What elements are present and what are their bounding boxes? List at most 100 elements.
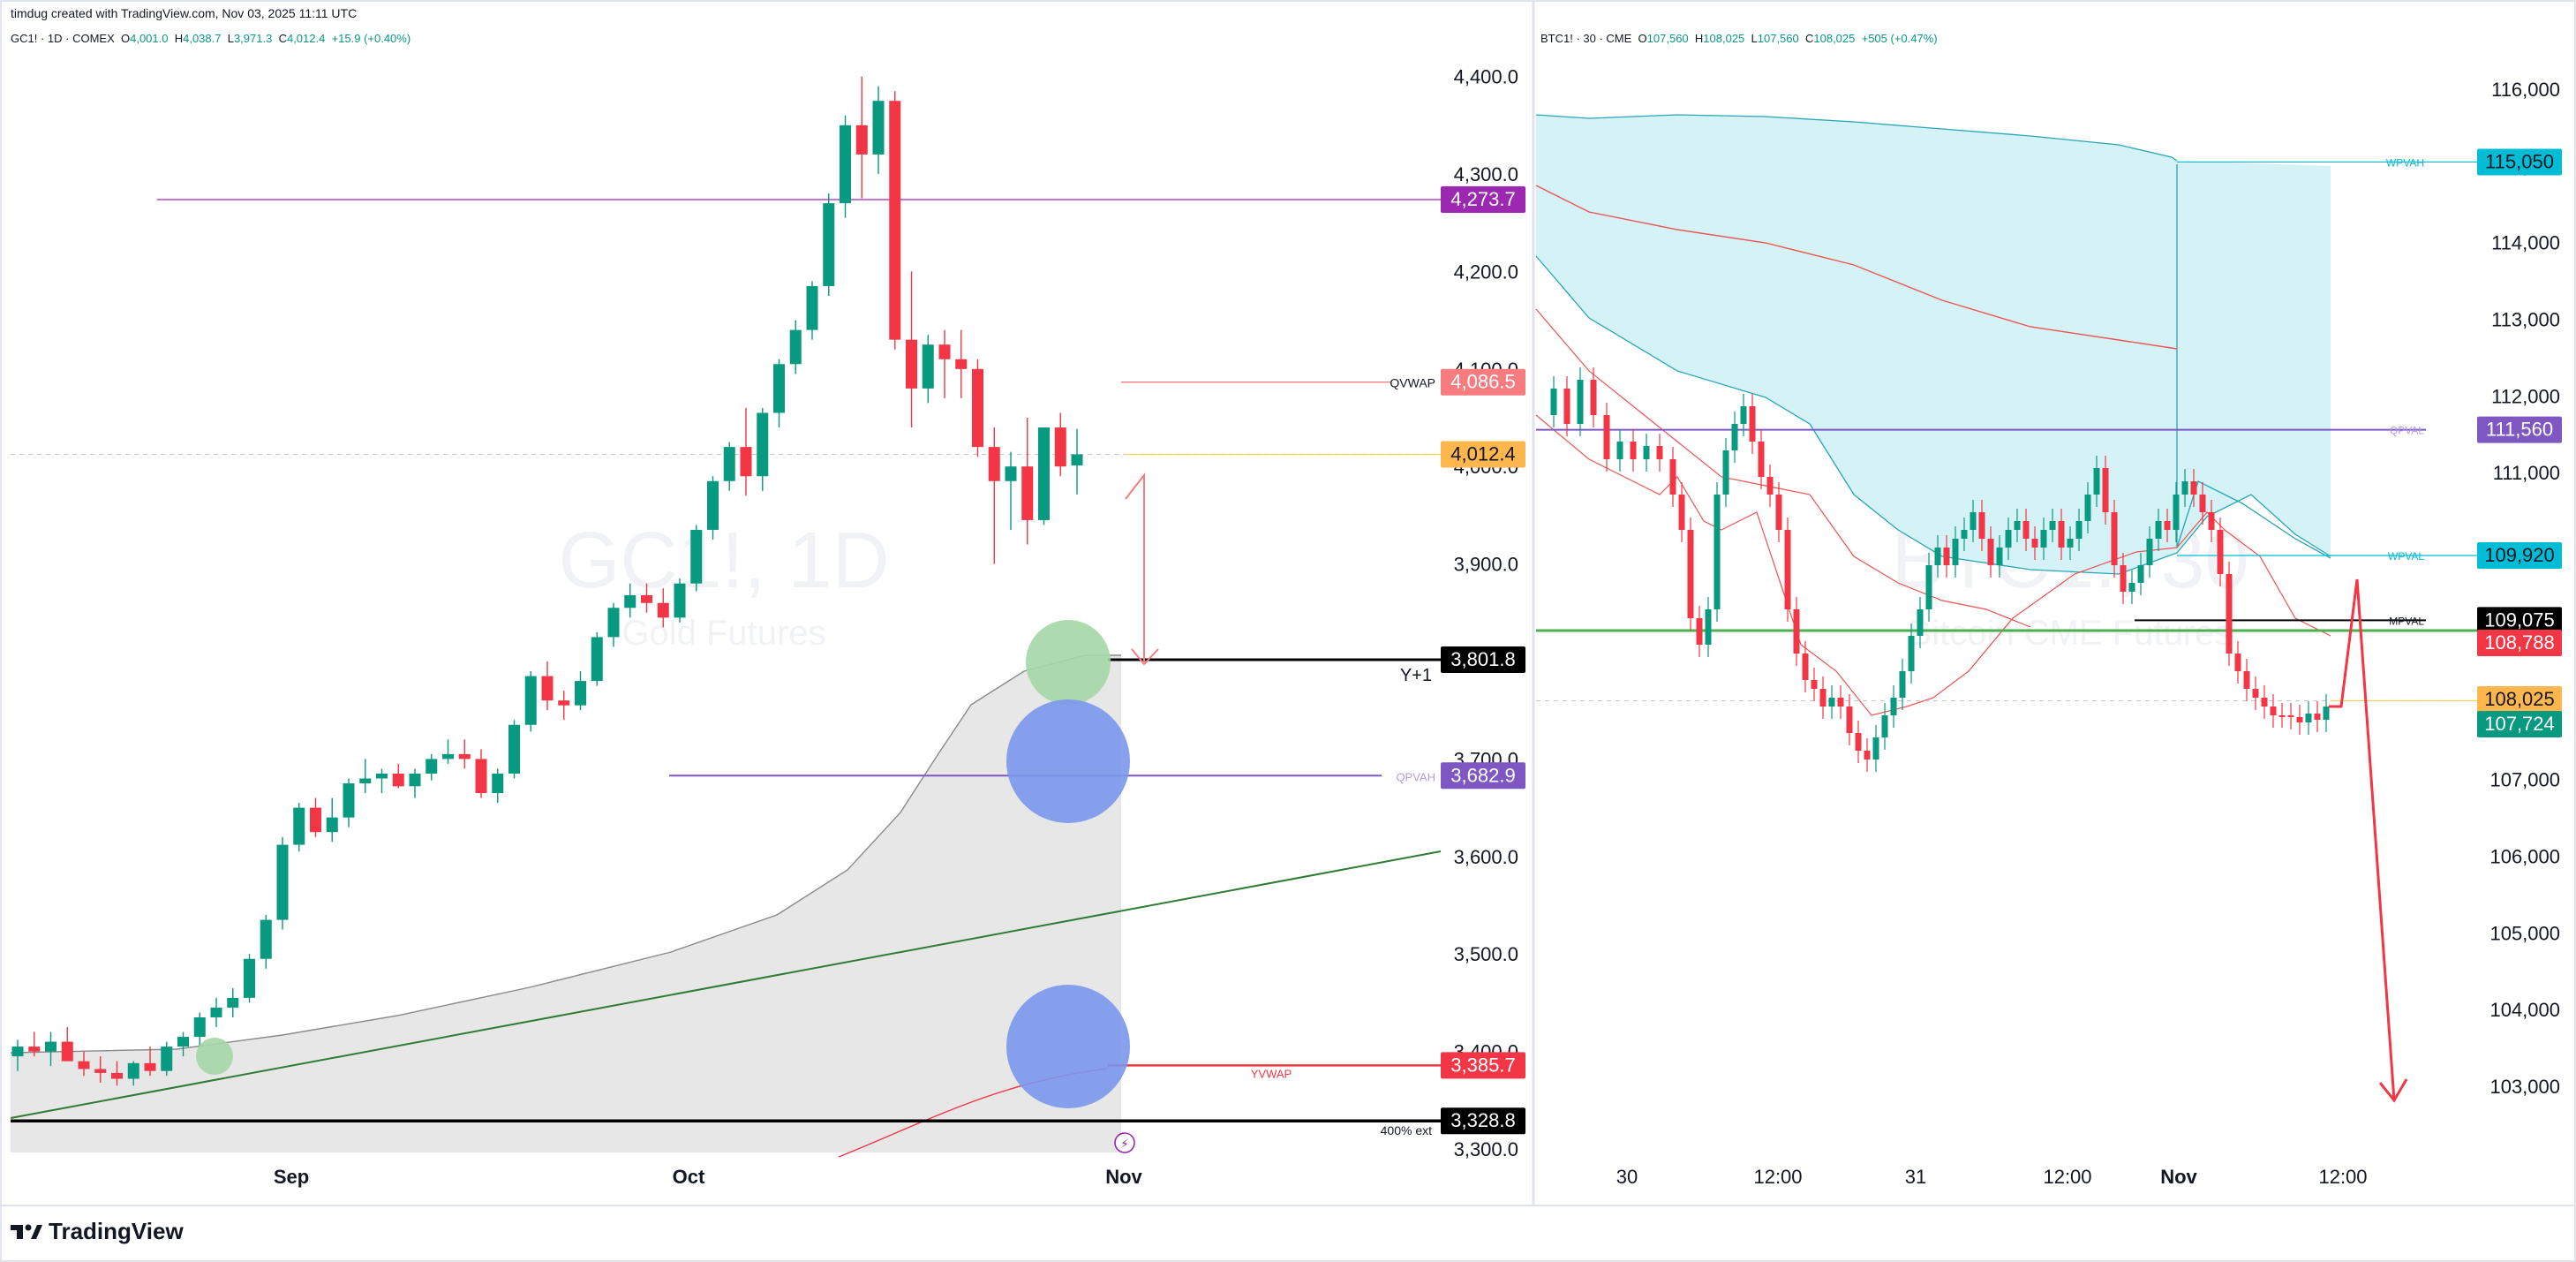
btc-candle-body — [2120, 565, 2127, 592]
gc-candle-body — [906, 339, 917, 389]
gc-candle-body — [707, 480, 719, 530]
gc-candle-body — [1021, 466, 1034, 520]
btc-candle-body — [1696, 618, 1703, 645]
gc-price-tag: 4,012.4 — [1450, 443, 1515, 465]
gc-candle-body — [657, 602, 669, 618]
gc-candle-body — [988, 447, 1000, 481]
tradingview-logo-icon — [11, 1224, 42, 1239]
wpvah-label: WPVAH — [2386, 156, 2424, 169]
gc-candle-body — [492, 773, 504, 794]
tradingview-logo[interactable]: TradingView — [11, 1218, 184, 1245]
gc-candle-body — [558, 700, 570, 706]
btc-candle-body — [1766, 477, 1774, 495]
gc-candle-body — [524, 676, 537, 725]
projection-arrow — [1125, 472, 1145, 662]
btc-candle-body — [2128, 583, 2135, 592]
gc-candle-body — [458, 753, 471, 759]
gc-candle-body — [840, 125, 851, 204]
btc-candle-body — [1978, 512, 1985, 539]
right-symbol: BTC1! · 30 · CME — [1540, 32, 1632, 45]
btc-candle-body — [2022, 521, 2030, 539]
gc-candle-body — [409, 773, 421, 787]
btc-candle-body — [2305, 714, 2312, 722]
event-marker-glyph: ⚡ — [1120, 1137, 1129, 1152]
btc-candle-body — [2323, 707, 2330, 720]
blue-target-circle-upper — [1006, 699, 1130, 823]
btc-candle-body — [1616, 442, 1623, 459]
btc-candle-body — [2243, 671, 2250, 689]
right-chart-pane[interactable]: WPVAH QPVAL WPVAL MPVAL 103,000 104,000 105,00… — [1535, 79, 2562, 1188]
btc-candle-body — [1837, 698, 1844, 707]
btc-price-tag: 108,788 — [2484, 631, 2555, 654]
btc-candle-body — [1943, 548, 1950, 565]
gc-candle-body — [1054, 427, 1066, 467]
qpvah-label: QPVAH — [1396, 770, 1435, 783]
gc-candle-body — [28, 1047, 41, 1052]
gc-candle-body — [723, 447, 735, 481]
band-lower-tail — [2176, 480, 2331, 559]
gc-candle-body — [61, 1041, 73, 1062]
btc-candle-body — [1987, 539, 1994, 565]
btc-candle-body — [1687, 530, 1694, 618]
gc-candle-body — [855, 125, 868, 155]
right-change: +505 (+0.47%) — [1861, 32, 1938, 45]
gc-y-tick-label: 4,200.0 — [1454, 261, 1518, 283]
btc-y-tick-label: 105,000 — [2489, 922, 2560, 944]
gc-candle-body — [343, 783, 355, 818]
btc-y-tick-label: 116,000 — [2491, 79, 2560, 101]
btc-candle-body — [2146, 539, 2153, 565]
gc-candle-body — [310, 807, 321, 833]
btc-candle-body — [1819, 689, 1827, 707]
btc-candle-body — [1669, 459, 1676, 495]
btc-candle-body — [1577, 380, 1584, 424]
btc-candle-body — [2181, 481, 2188, 495]
yvwap-label: YVWAP — [1251, 1067, 1292, 1080]
btc-candle-body — [1917, 609, 1924, 636]
left-watermark-sub: Gold Futures — [621, 614, 825, 653]
btc-candle-body — [2226, 574, 2233, 654]
gc-candle-body — [922, 344, 934, 389]
left-change: +15.9 (+0.40%) — [331, 32, 411, 45]
gc-candle-body — [806, 285, 818, 330]
wpval-label: WPVAL — [2388, 550, 2424, 563]
chart-credit: timdug created with TradingView.com, Nov… — [11, 6, 358, 20]
gc-y-tick-label: 3,600.0 — [1454, 846, 1518, 868]
btc-candle-body — [1758, 442, 1765, 477]
gc-candle-body — [127, 1062, 139, 1079]
gc-candle-body — [177, 1037, 189, 1047]
gc-candle-body — [674, 583, 686, 618]
right-low: 107,560 — [1757, 32, 1799, 45]
btc-candle-body — [2261, 698, 2268, 707]
qpval-label: QPVAL — [2390, 425, 2424, 437]
btc-candle-body — [1811, 680, 1818, 689]
gc-candle-body — [193, 1016, 206, 1038]
btc-y-tick-label: 113,000 — [2491, 309, 2560, 331]
gc-candle-body — [938, 344, 951, 359]
btc-candle-body — [1731, 424, 1738, 450]
btc-candle-body — [1630, 442, 1637, 459]
btc-candle-body — [1802, 654, 1809, 680]
btc-x-tick-label: 12:00 — [1753, 1166, 1802, 1188]
gc-price-tag-bg — [1441, 762, 1525, 790]
btc-price-tag: 115,050 — [2485, 150, 2554, 172]
gc-candle-body — [392, 773, 404, 787]
gc-candle-body — [227, 997, 239, 1008]
btc-candle-body — [2164, 521, 2171, 530]
btc-candle-body — [1855, 733, 1862, 751]
gc-y-tick-label: 4,300.0 — [1454, 163, 1518, 185]
btc-candle-body — [2058, 521, 2065, 548]
btc-candle-body — [2005, 530, 2012, 548]
gc-candle-body — [624, 594, 636, 608]
gc-candle-body — [210, 1007, 222, 1017]
gc-price-tag-bg — [1441, 368, 1525, 396]
gc-candle-body — [426, 759, 438, 774]
gc-candle-body — [541, 676, 554, 701]
gc-candle-body — [1005, 466, 1017, 481]
gc-candle-body — [1071, 454, 1083, 466]
btc-candle-body — [1793, 609, 1800, 654]
gc-candle-body — [45, 1041, 56, 1052]
gc-price-tag-bg — [1441, 1107, 1525, 1135]
btc-price-tag-bg — [2477, 711, 2562, 737]
